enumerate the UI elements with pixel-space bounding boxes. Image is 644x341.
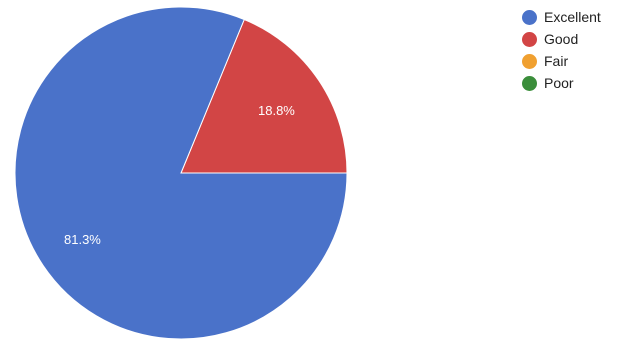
legend-label-excellent: Excellent xyxy=(544,9,601,25)
legend-label-poor: Poor xyxy=(544,75,574,91)
pie-data-labels: 18.8% 81.3% xyxy=(64,103,295,247)
pie-data-label-good: 18.8% xyxy=(258,103,295,118)
pie-slice-excellent xyxy=(14,6,348,340)
legend-swatch-fair xyxy=(522,53,537,69)
legend-item-excellent: Excellent xyxy=(522,6,601,28)
pie-data-label-excellent: 81.3% xyxy=(64,232,101,247)
legend-item-poor: Poor xyxy=(522,72,601,94)
legend-label-fair: Fair xyxy=(544,53,569,69)
pie-slices xyxy=(14,6,348,340)
legend: Excellent Good Fair Poor xyxy=(522,6,601,94)
legend-item-fair: Fair xyxy=(522,50,601,72)
legend-swatch-poor xyxy=(522,75,537,91)
pie-slice-good xyxy=(180,18,348,174)
legend-label-good: Good xyxy=(544,31,579,47)
legend-item-good: Good xyxy=(522,28,601,50)
legend-swatch-excellent xyxy=(522,9,537,25)
legend-swatch-good xyxy=(522,31,537,47)
